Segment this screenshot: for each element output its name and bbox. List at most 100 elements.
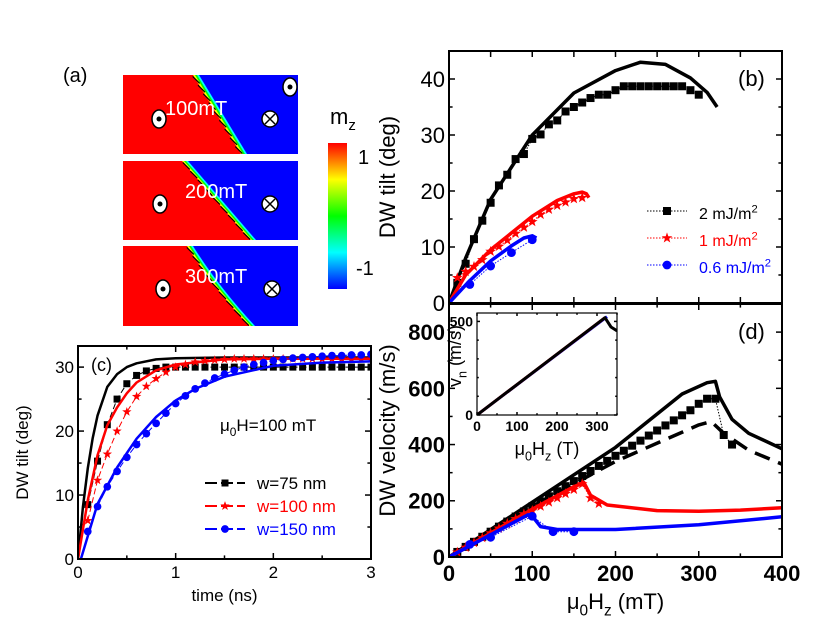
data-point bbox=[569, 527, 579, 537]
spin-arrow bbox=[220, 205, 228, 214]
data-point bbox=[477, 254, 488, 265]
data-point bbox=[594, 90, 603, 99]
data-point bbox=[603, 456, 612, 465]
data-point bbox=[210, 355, 220, 364]
data-point bbox=[122, 453, 131, 462]
data-point bbox=[518, 221, 530, 232]
data-point bbox=[653, 426, 662, 435]
series-3 bbox=[449, 511, 782, 557]
data-point bbox=[560, 488, 571, 499]
data-point bbox=[318, 363, 326, 371]
data-point bbox=[568, 193, 580, 204]
spin-arrow bbox=[204, 273, 213, 282]
series-1 bbox=[449, 190, 591, 303]
data-point bbox=[269, 356, 278, 365]
legend-entry: w=150 nm bbox=[205, 520, 336, 539]
colorbar bbox=[328, 143, 347, 289]
data-point bbox=[518, 508, 530, 519]
legend-label: w=150 nm bbox=[256, 520, 336, 539]
legend-entry: w=75 nm bbox=[205, 474, 326, 493]
data-point bbox=[586, 94, 595, 103]
x-tick-label: 200 bbox=[545, 418, 569, 434]
data-point bbox=[494, 181, 503, 190]
cross-mark bbox=[264, 113, 276, 125]
spin-arrow bbox=[224, 128, 233, 137]
dot-icon-center bbox=[157, 201, 163, 207]
data-point bbox=[191, 363, 199, 371]
data-point bbox=[249, 353, 259, 363]
spin-arrow bbox=[234, 146, 243, 155]
data-point bbox=[593, 498, 605, 509]
data-point bbox=[551, 492, 563, 503]
data-point bbox=[452, 272, 463, 283]
data-point bbox=[240, 363, 248, 371]
series-2 bbox=[449, 478, 782, 557]
dot-icon-center bbox=[160, 286, 166, 292]
data-point bbox=[636, 82, 645, 91]
data-point bbox=[151, 373, 161, 383]
legend-label: 1 mJ/m2 bbox=[699, 231, 758, 250]
legend: 2 mJ/m2 1 mJ/m2 0.6 mJ/m2 bbox=[647, 204, 771, 277]
data-point bbox=[279, 355, 287, 364]
series-0 bbox=[449, 60, 719, 303]
legend-entry: 2 mJ/m2 bbox=[647, 204, 758, 223]
series-1 bbox=[449, 419, 782, 557]
data-point bbox=[210, 374, 219, 382]
data-point bbox=[103, 482, 112, 491]
cross-mark bbox=[264, 198, 276, 210]
legend: w=75 nm w=100 nm w=150 nm bbox=[205, 474, 336, 539]
data-point bbox=[460, 266, 471, 277]
data-point bbox=[711, 394, 720, 403]
data-point bbox=[347, 363, 355, 371]
y-tick-label: 20 bbox=[55, 422, 74, 441]
data-point bbox=[728, 440, 737, 449]
data-point bbox=[561, 107, 570, 116]
x-tick-label: 2 bbox=[269, 563, 278, 582]
model-curve bbox=[449, 513, 782, 557]
data-point bbox=[703, 394, 712, 403]
data-point bbox=[493, 522, 505, 533]
data-point bbox=[229, 353, 239, 363]
spin-arrow bbox=[218, 119, 227, 128]
data-point bbox=[289, 363, 297, 371]
y-tick-label: 400 bbox=[408, 432, 445, 457]
data-point bbox=[510, 228, 521, 239]
spin-arrow bbox=[208, 102, 217, 111]
x-tick-label: 0 bbox=[443, 561, 455, 586]
data-point bbox=[220, 370, 229, 378]
spin-arrow bbox=[182, 161, 191, 170]
field-label: 100mT bbox=[165, 98, 227, 120]
data-point bbox=[83, 527, 92, 536]
legend-marker bbox=[663, 207, 671, 215]
data-point bbox=[92, 475, 103, 485]
series-2 bbox=[477, 316, 617, 415]
data-point bbox=[594, 461, 603, 470]
data-point bbox=[279, 363, 287, 371]
data-point bbox=[501, 234, 513, 245]
data-point bbox=[527, 235, 537, 245]
dot-icon-center bbox=[287, 84, 293, 90]
data-point bbox=[269, 363, 277, 371]
x-tick-label: 0 bbox=[473, 418, 481, 434]
y-tick-label: 30 bbox=[55, 358, 74, 377]
spin-arrow bbox=[198, 264, 207, 273]
data-point bbox=[171, 362, 181, 372]
data-point bbox=[653, 82, 662, 91]
colorbar-max-label: 1 bbox=[358, 147, 369, 169]
data-point bbox=[485, 245, 496, 256]
data-point bbox=[112, 426, 122, 435]
data-point bbox=[611, 451, 620, 460]
y-tick-label: 0 bbox=[465, 407, 473, 423]
data-point bbox=[526, 505, 538, 516]
data-point bbox=[357, 351, 366, 359]
spin-arrow bbox=[202, 93, 211, 102]
spin-arrow bbox=[197, 179, 206, 188]
data-point bbox=[132, 440, 141, 449]
data-point bbox=[526, 216, 538, 227]
y-axis-label: DW tilt (deg) bbox=[13, 405, 32, 499]
data-point bbox=[161, 367, 171, 377]
chart-d: 0 100 200 300 400 0 200 400 600 800 μ0Hz (mT) DW ve… bbox=[375, 303, 800, 620]
data-point bbox=[486, 198, 495, 207]
marker-connector-line bbox=[469, 239, 533, 285]
legend-marker bbox=[662, 260, 672, 270]
